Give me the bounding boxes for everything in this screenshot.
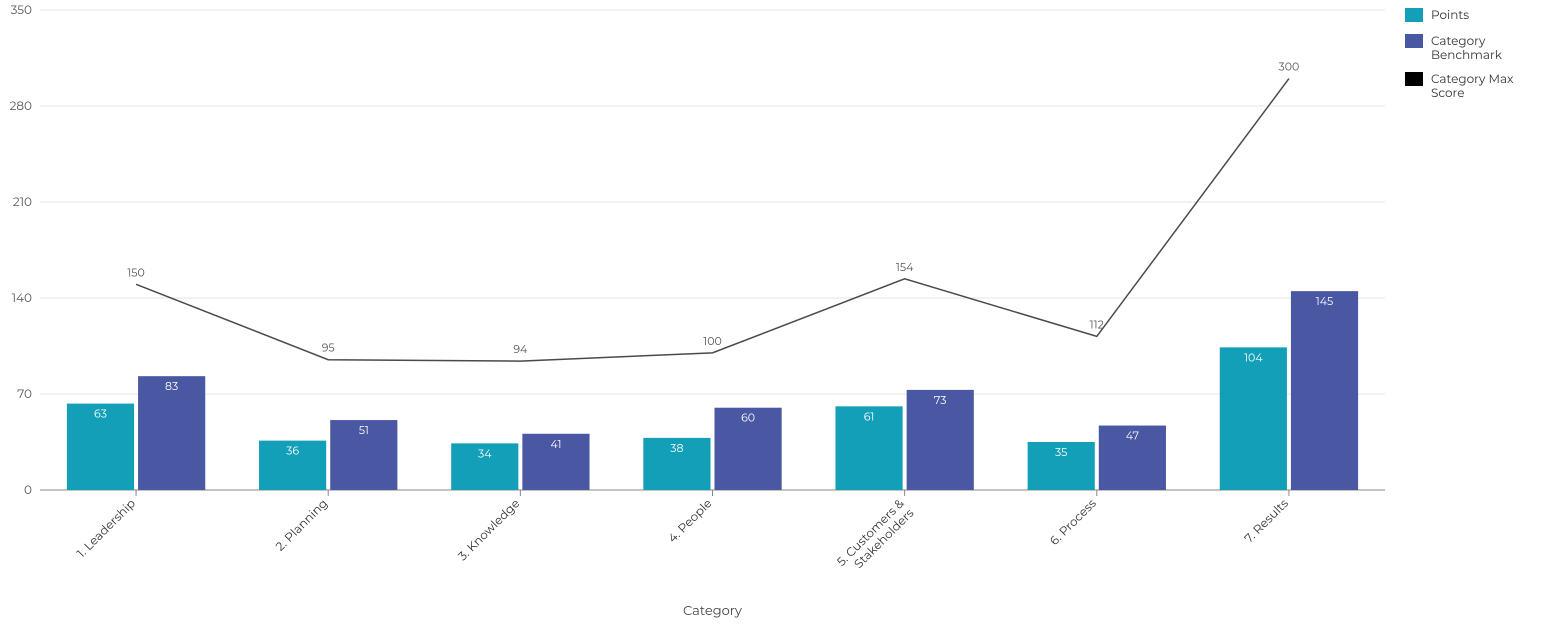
y-tick-label: 350 <box>11 3 32 18</box>
x-tick-label: 2. Planning <box>273 496 331 554</box>
bar-label-benchmark: 145 <box>1316 294 1333 308</box>
bar-label-points: 36 <box>286 444 299 458</box>
legend-label[interactable]: Category MaxScore <box>1431 72 1514 101</box>
bar-label-points: 38 <box>670 441 683 455</box>
line-label-maxscore: 95 <box>322 341 335 355</box>
bar-label-benchmark: 60 <box>741 411 755 425</box>
bar-label-points: 63 <box>94 407 107 421</box>
x-tick-label: 4. People <box>665 496 715 546</box>
bar-benchmark[interactable] <box>138 376 205 490</box>
y-tick-label: 0 <box>24 483 32 498</box>
x-tick-label: 5. Customers &Stakeholders <box>834 496 917 579</box>
legend: Points CategoryBenchmark Category MaxScore <box>1405 8 1514 101</box>
grid: 0 70 140 210 280 350 <box>10 3 1385 498</box>
x-axis: 1. Leadership 2. Planning 3. Knowledge 4. P… <box>74 490 1292 579</box>
bars-layer: 63 83 36 51 34 41 38 60 61 73 35 47 104 145 <box>67 291 1358 490</box>
legend-label[interactable]: Points <box>1431 8 1469 23</box>
bar-label-benchmark: 83 <box>165 379 178 393</box>
bar-label-points: 104 <box>1244 350 1263 364</box>
legend-label[interactable]: CategoryBenchmark <box>1431 34 1503 63</box>
line-label-maxscore: 94 <box>513 342 528 356</box>
bar-label-points: 61 <box>864 409 875 423</box>
line-label-maxscore: 150 <box>127 265 144 279</box>
bar-label-benchmark: 73 <box>934 393 947 407</box>
chart-container: 0 70 140 210 280 350 63 83 36 51 34 41 38 60 61 73 35 47 1… <box>0 0 1563 625</box>
bar-label-points: 35 <box>1055 445 1067 459</box>
x-tick-label: 7. Results <box>1242 496 1292 546</box>
bar-label-points: 34 <box>478 446 492 460</box>
bar-label-benchmark: 51 <box>359 423 369 437</box>
line-layer: 150 95 94 100 154 112 300 <box>127 60 1299 362</box>
x-tick-label: 6. Process <box>1047 496 1100 549</box>
bar-label-benchmark: 41 <box>550 437 561 451</box>
line-label-maxscore: 154 <box>896 260 914 274</box>
y-tick-label: 140 <box>12 291 32 306</box>
y-tick-label: 280 <box>10 99 32 114</box>
line-label-maxscore: 112 <box>1090 317 1104 331</box>
line-maxscore[interactable] <box>136 79 1289 362</box>
legend-swatch[interactable] <box>1405 8 1423 22</box>
x-tick-label: 1. Leadership <box>74 496 139 561</box>
chart-svg: 0 70 140 210 280 350 63 83 36 51 34 41 38 60 61 73 35 47 1… <box>0 0 1563 625</box>
bar-points[interactable] <box>1220 347 1287 490</box>
line-label-maxscore: 100 <box>703 334 722 348</box>
bar-label-benchmark: 47 <box>1126 429 1139 443</box>
y-tick-label: 70 <box>17 387 32 402</box>
bar-benchmark[interactable] <box>1291 291 1358 490</box>
legend-swatch[interactable] <box>1405 34 1423 48</box>
legend-swatch[interactable] <box>1405 72 1423 86</box>
x-tick-label: 3. Knowledge <box>455 496 523 564</box>
x-axis-title: Category <box>683 603 743 619</box>
y-tick-label: 210 <box>13 195 32 210</box>
line-label-maxscore: 300 <box>1279 60 1300 74</box>
